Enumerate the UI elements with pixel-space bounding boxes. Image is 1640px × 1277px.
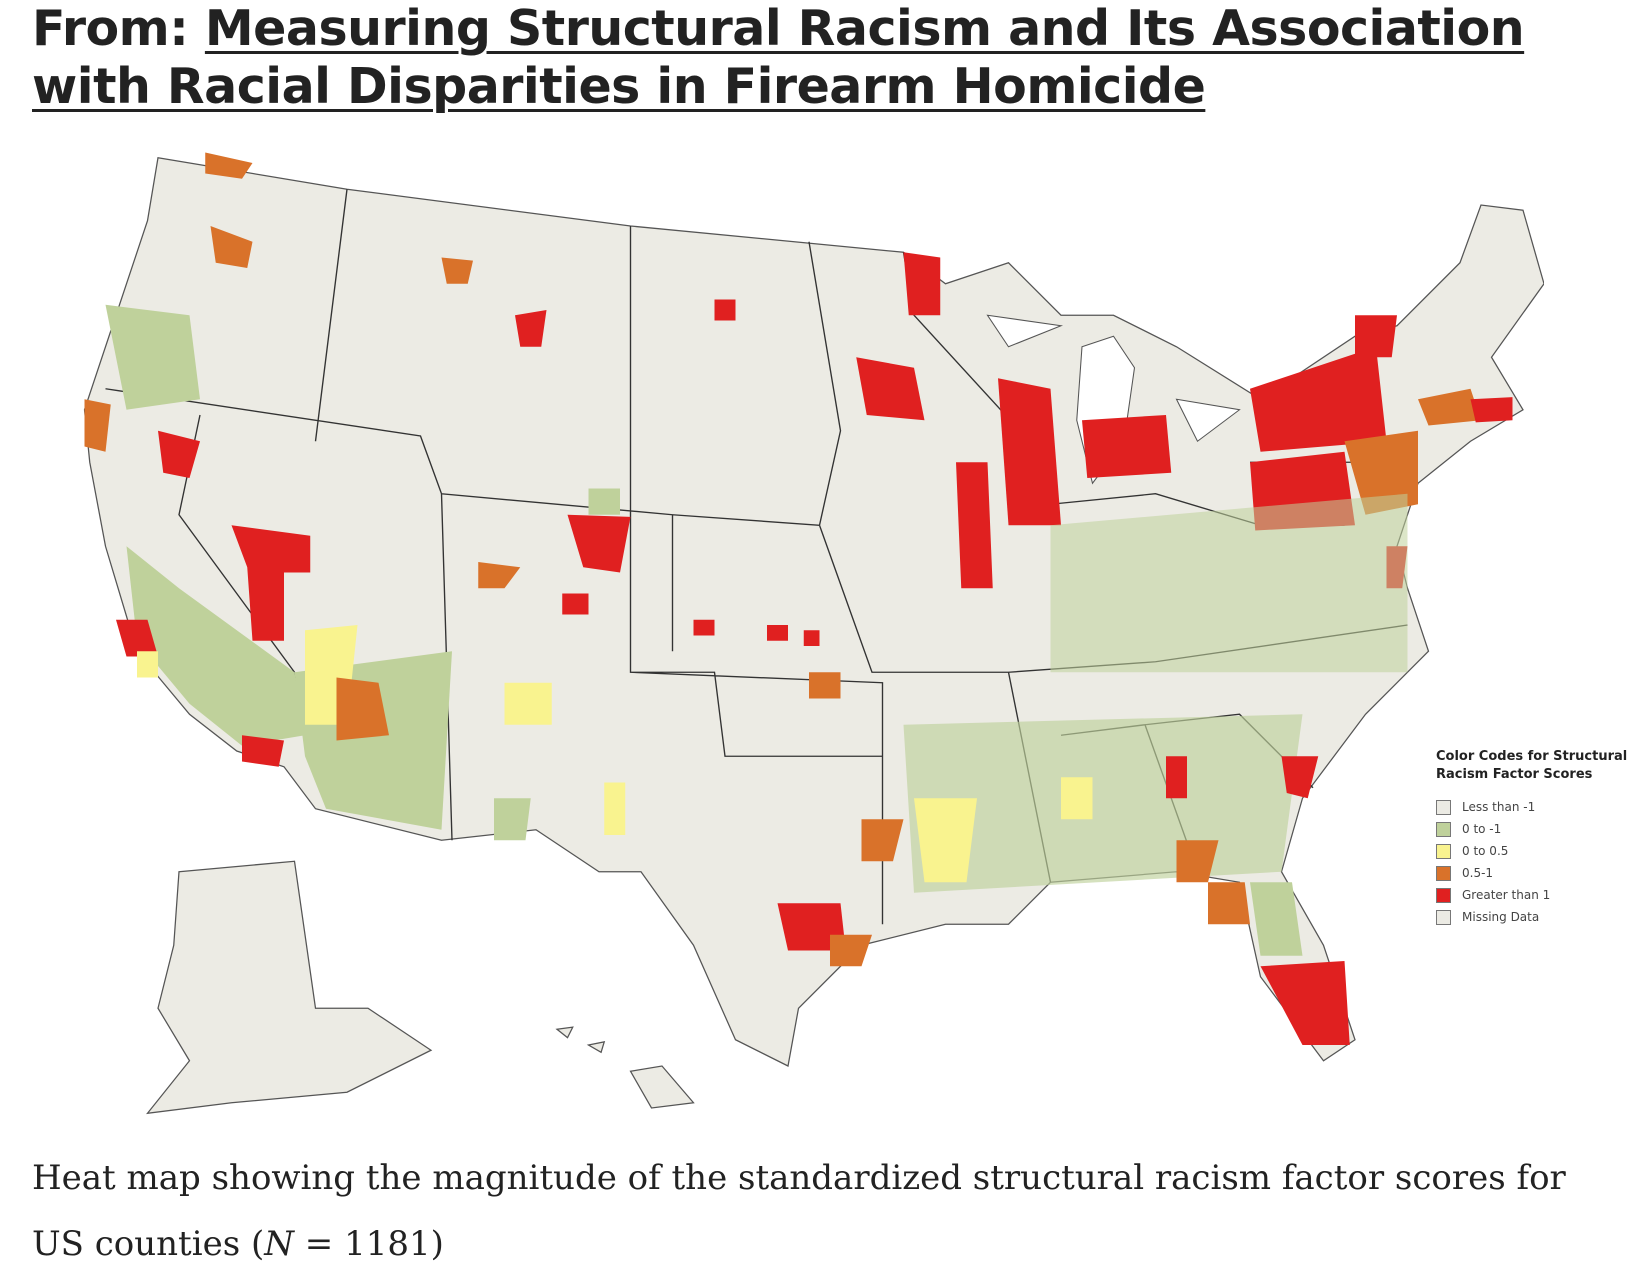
us-county-map [83, 152, 1544, 1115]
legend-item: 0 to 0.5 [1436, 840, 1636, 862]
legend-item: Greater than 1 [1436, 884, 1636, 906]
hawaii [555, 1026, 695, 1109]
prefix: From: [32, 0, 189, 57]
legend-swatch [1436, 909, 1451, 925]
legend-item: 0.5-1 [1436, 862, 1636, 884]
legend-items: Less than -1 0 to -1 0 to 0.5 0.5-1 Greater … [1436, 796, 1636, 928]
legend: Color Codes for Structural Racism Factor… [1436, 748, 1636, 928]
figure-header: From: Measuring Structural Racism and It… [32, 0, 1592, 116]
legend-item: Missing Data [1436, 906, 1636, 928]
legend-label: Less than -1 [1462, 800, 1536, 814]
alaska [146, 860, 433, 1115]
legend-swatch [1436, 887, 1451, 903]
caption-italic: N [264, 1224, 294, 1264]
legend-swatch [1436, 865, 1451, 881]
legend-label: 0 to 0.5 [1462, 844, 1509, 858]
legend-swatch [1436, 843, 1451, 859]
legend-item: Less than -1 [1436, 796, 1636, 818]
caption-text-end: = 1181) [294, 1224, 444, 1264]
legend-label: 0.5-1 [1462, 866, 1494, 880]
legend-label: 0 to -1 [1462, 822, 1502, 836]
county-patches [84, 152, 1513, 1045]
legend-label: Greater than 1 [1462, 888, 1551, 902]
legend-swatch [1436, 799, 1451, 815]
legend-label: Missing Data [1462, 910, 1540, 924]
caption-text: Heat map showing the magnitude of the st… [32, 1158, 1566, 1264]
figure-caption: Heat map showing the magnitude of the st… [32, 1145, 1612, 1277]
article-link[interactable]: Measuring Structural Racism and Its Asso… [32, 0, 1525, 115]
legend-item: 0 to -1 [1436, 818, 1636, 840]
legend-swatch [1436, 821, 1451, 837]
legend-title: Color Codes for Structural Racism Factor… [1436, 749, 1628, 782]
